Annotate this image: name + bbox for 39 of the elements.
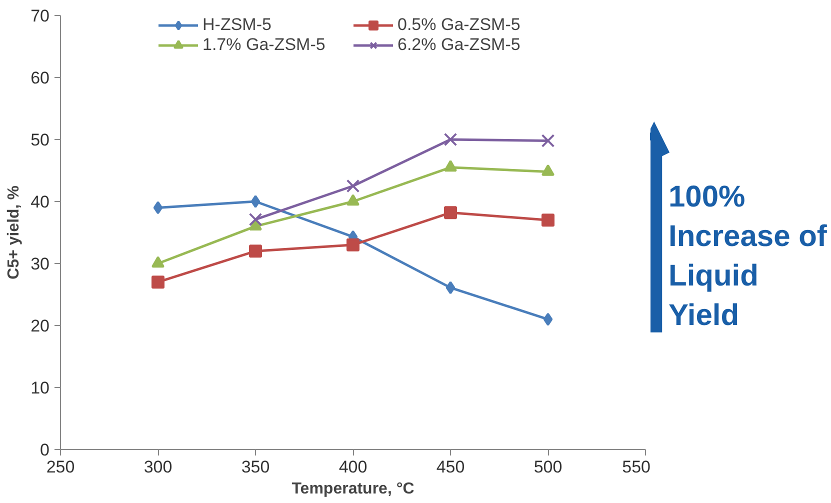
point [446, 281, 456, 294]
point [152, 256, 164, 268]
text: 100% Increase of Liquid Yield [668, 180, 828, 332]
point [249, 244, 262, 258]
legend-label: H-ZSM-5 [202, 15, 272, 35]
y-tick-label: 70 [30, 6, 50, 26]
y-tick-label: 20 [30, 316, 50, 336]
point [541, 134, 555, 148]
y-tick-label: 10 [30, 378, 50, 398]
y-axis-title: C5+ yield, % [6, 186, 23, 280]
point [444, 206, 457, 220]
point [444, 160, 457, 172]
point [248, 212, 262, 226]
legend-label: 0.5% Ga-ZSM-5 [398, 15, 522, 35]
legend-label: 1.7% Ga-ZSM-5 [202, 35, 326, 55]
x-tick-label: 500 [534, 458, 562, 476]
point [250, 195, 260, 208]
point [346, 179, 360, 193]
y-tick-label: 50 [30, 130, 50, 150]
x-tick-label: 550 [622, 458, 651, 476]
x-tick-label: 400 [338, 458, 368, 476]
x-tick-label: 450 [436, 458, 465, 476]
point [152, 276, 164, 289]
point [346, 194, 360, 206]
point [542, 214, 554, 227]
x-tick-label: 250 [46, 458, 75, 476]
x-tick-label: 300 [144, 458, 172, 476]
point [153, 201, 163, 214]
y-tick-label: 60 [30, 68, 50, 88]
point [542, 164, 554, 176]
x-tick-label: 350 [241, 458, 270, 476]
point [346, 238, 360, 252]
point [543, 312, 553, 326]
point [444, 132, 458, 146]
y-tick-label: 0 [40, 440, 50, 460]
y-tick-label: 40 [30, 192, 50, 212]
legend-label: 6.2% Ga-ZSM-5 [398, 35, 522, 55]
y-tick-label: 30 [30, 254, 50, 274]
x-axis-title: Temperature, °C [292, 480, 415, 498]
